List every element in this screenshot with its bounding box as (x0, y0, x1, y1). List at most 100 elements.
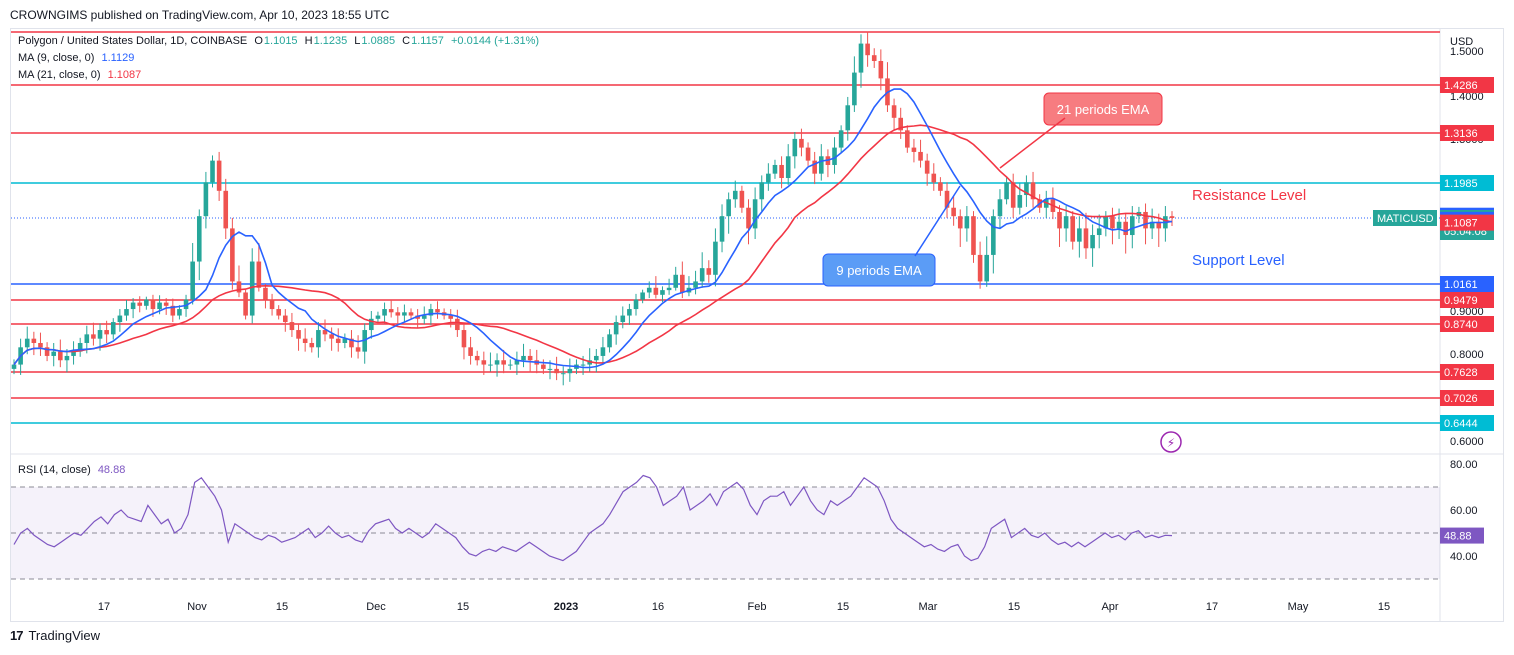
candle-body (918, 151, 923, 161)
ma9-line (13, 88, 1173, 369)
time-tick: 15 (837, 601, 849, 613)
candle-body (772, 164, 778, 174)
rsi-line (13, 474, 1173, 562)
candle-body (673, 274, 679, 288)
price-label-text: 0.8740 (1444, 319, 1478, 331)
candle-body (309, 342, 315, 348)
candle-body (428, 309, 434, 316)
candle-body (77, 342, 83, 352)
ohlc-l: L1.0885 (354, 35, 396, 47)
price-label-bg (1440, 77, 1494, 93)
candle-body (249, 261, 255, 316)
price-tick: 0.6000 (1450, 436, 1484, 448)
candle-body (1070, 216, 1076, 242)
candle-body (1149, 221, 1155, 229)
candle-body (1090, 235, 1095, 249)
candle-body (719, 216, 725, 242)
time-tick: 15 (276, 601, 288, 613)
rsi-value-text: 48.88 (1444, 531, 1472, 543)
candle-body (898, 117, 903, 131)
candle-body (468, 347, 473, 356)
candle-body (289, 322, 295, 331)
candle-body (71, 351, 76, 356)
candle-body (746, 207, 751, 229)
candle-body (296, 330, 301, 339)
candle-body (620, 315, 626, 323)
candle-body (137, 302, 143, 306)
candle-body (402, 312, 407, 316)
time-tick: 17 (1206, 601, 1218, 613)
candle-body (1063, 216, 1069, 229)
candle-body (488, 364, 493, 366)
candle-body (415, 315, 420, 319)
candle-body (501, 360, 506, 365)
candle-body (567, 368, 573, 374)
candle-body (276, 309, 281, 316)
candle-body (991, 216, 996, 255)
candle-body (527, 355, 533, 361)
candle-body (302, 338, 308, 343)
candle-body (1116, 221, 1122, 229)
price-tick: 1.5000 (1450, 46, 1484, 58)
candle-body (693, 281, 698, 288)
candle-body (680, 274, 685, 293)
candle-body (1083, 228, 1089, 249)
rsi-tick: 80.00 (1450, 459, 1478, 471)
candle-body (190, 261, 195, 300)
candle-body (1030, 182, 1036, 200)
candle-body (448, 315, 454, 319)
ohlc-o: O1.1015 (254, 35, 298, 47)
candle-body (342, 338, 348, 343)
candle-body (666, 287, 672, 291)
candle-body (594, 355, 599, 361)
candle-body (31, 338, 37, 343)
candle-body (64, 355, 70, 361)
candle-body (1077, 228, 1082, 242)
candle-body (349, 338, 354, 348)
candle-body (210, 160, 215, 183)
candle-body (1024, 182, 1029, 196)
ma9-legend: MA (9, close, 0) 1.1129 (18, 52, 135, 64)
candle-body (144, 299, 149, 306)
candle-body (91, 334, 96, 339)
candle-body (382, 309, 387, 316)
candle-body (971, 216, 976, 255)
candle-body (322, 330, 328, 335)
candle-body (11, 364, 17, 369)
candle-body (183, 299, 189, 310)
price-label-text: 0.7026 (1444, 393, 1478, 405)
symbol-title: Polygon / United States Dollar, 1D, COIN… (18, 35, 248, 47)
candle-body (481, 360, 487, 365)
candle-body (699, 268, 705, 282)
candle-body (521, 355, 526, 361)
candle-body (805, 147, 811, 161)
price-label-bg (1440, 175, 1494, 191)
candle-body (627, 309, 632, 316)
candle-body (560, 373, 566, 375)
candle-body (58, 351, 63, 361)
price-label-text: 0.7628 (1444, 367, 1478, 379)
rsi-value-bg (1440, 527, 1484, 544)
candle-body (223, 190, 229, 229)
candle-body (646, 287, 652, 293)
candle-body (607, 334, 612, 348)
candle-body (1103, 216, 1109, 229)
time-tick: Nov (187, 601, 207, 613)
footer: 17 TradingView (10, 628, 100, 643)
candle-body (408, 312, 414, 316)
candle-body (514, 360, 520, 365)
lightning-glyph: ⚡ (1167, 436, 1175, 450)
candle-body (580, 364, 586, 366)
time-tick: 17 (98, 601, 110, 613)
price-label-text: 0.6444 (1444, 418, 1478, 430)
candle-body (779, 164, 784, 179)
candle-body (104, 330, 109, 335)
candle-body (243, 292, 248, 316)
candle-body (905, 130, 910, 148)
price-label-bg (1440, 316, 1494, 332)
symbol-tag-text: MATICUSD (1377, 213, 1434, 225)
candle-body (230, 228, 235, 282)
tradingview-logo-icon: 17 (10, 628, 24, 643)
candle-body (1123, 221, 1128, 236)
